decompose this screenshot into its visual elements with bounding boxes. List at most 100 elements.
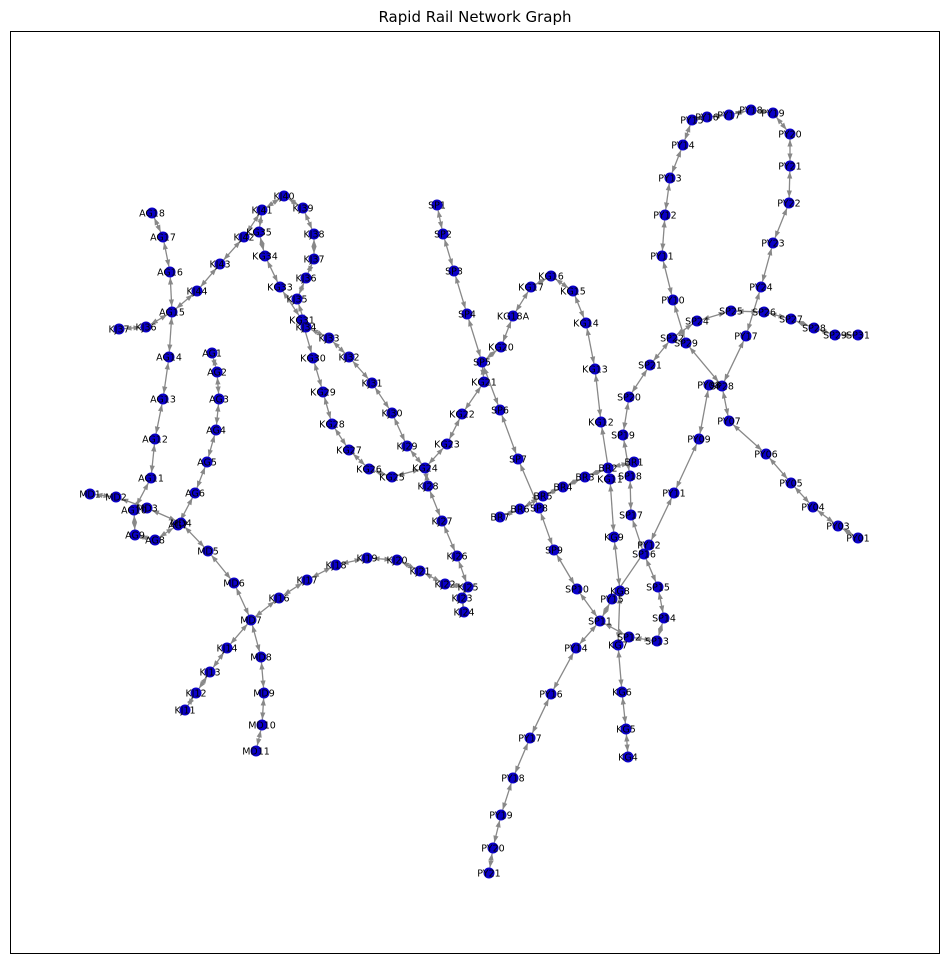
station-label-kj12: KJ12 (185, 689, 206, 700)
station-node-py20b (784, 128, 796, 140)
edge-PY9-PY8 (698, 390, 710, 434)
station-label-kj40: KJ40 (273, 192, 294, 203)
station-label-kg12: KG12 (588, 418, 614, 429)
station-node-kg11 (604, 473, 616, 485)
edge-SP15-SP16 (645, 558, 657, 583)
station-node-sp1 (431, 199, 443, 211)
edge-KJ42-KJ41 (246, 214, 260, 233)
station-label-sp14: SP14 (652, 614, 676, 625)
edge-SP19-SP20 (622, 402, 630, 430)
station-node-kg12 (595, 416, 607, 428)
edge-KJ18-KJ17 (311, 566, 332, 579)
station-label-sp5: SP5 (473, 358, 491, 369)
edge-KG23-KG22 (448, 418, 461, 440)
edge-MD7-MD8 (251, 625, 261, 652)
station-node-kg23 (441, 438, 453, 450)
station-label-kg17: KG17 (518, 283, 544, 294)
station-node-kj44 (191, 285, 203, 297)
station-node-kg35 (253, 226, 265, 238)
station-label-sp1: SP1 (428, 201, 446, 212)
station-label-ag18: AG18 (139, 209, 165, 220)
station-label-sp25: SP25 (719, 307, 743, 318)
station-label-kj37b: KJ37 (303, 255, 324, 266)
edge-MD7-KJ14 (230, 623, 248, 645)
station-node-py24 (755, 281, 767, 293)
edge-SP28B-SP30 (819, 328, 830, 335)
edge-PY21B-PY20B (787, 139, 793, 161)
station-label-py19: PY19 (489, 811, 512, 822)
edge-BR7-BR6 (504, 509, 516, 517)
station-label-br4: BR4 (553, 483, 572, 494)
edge-MD5-MD6 (210, 554, 232, 580)
station-node-kg20 (495, 341, 507, 353)
edge-KJ33-KJ32 (332, 341, 346, 354)
station-node-sp5 (476, 356, 488, 368)
edge-PY11-PY9 (675, 443, 698, 489)
station-label-sp2: SP2 (434, 230, 452, 241)
station-label-py7: PY07 (717, 417, 740, 428)
edge-KG5-KG4 (624, 734, 630, 752)
station-label-ag14: AG14 (156, 353, 182, 364)
edge-KJ27-KJ26 (443, 525, 456, 552)
edge-SP10-SP11 (579, 593, 598, 617)
edge-SP28-PY7 (721, 391, 730, 416)
station-node-sp2 (437, 228, 449, 240)
station-label-kg20: KG20 (488, 343, 514, 354)
edge-SP29-SP28 (689, 346, 719, 383)
station-node-sp19 (617, 429, 629, 441)
station-label-sp31: SP31 (846, 331, 870, 342)
edge-AG2-AG1 (211, 358, 218, 367)
edge-KG15-KG14 (574, 295, 585, 319)
station-label-py8: PY08 (697, 381, 720, 392)
station-label-kg35: KG35 (246, 228, 272, 239)
station-label-kj23: KJ23 (451, 594, 472, 605)
station-label-kj21: KJ21 (409, 567, 430, 578)
station-node-kj24 (419, 462, 431, 474)
edge-MD8-MD9 (259, 662, 266, 688)
station-node-py15 (606, 593, 618, 605)
edge-PY7-PY6 (732, 424, 763, 451)
station-node-kj27 (436, 515, 448, 527)
station-label-md5: MD5 (197, 547, 219, 558)
station-label-kj32: KJ32 (338, 353, 359, 364)
edge-KJ43-KJ42 (223, 240, 241, 261)
station-label-kj36: KJ36 (135, 323, 156, 334)
edge-AG14-AG13 (162, 362, 170, 394)
station-node-py12 (643, 539, 655, 551)
station-label-py12b: PY12 (653, 211, 676, 222)
edge-SP21-SP22 (652, 341, 670, 362)
station-node-kj34 (300, 321, 312, 333)
edge-SP17-SP18 (627, 481, 634, 510)
station-node-kj20 (391, 554, 403, 566)
station-node-sp17 (625, 509, 637, 521)
station-label-py7b: PY17 (734, 332, 757, 343)
station-label-sp6: SP6 (491, 406, 509, 417)
station-label-py21: PY21 (477, 869, 500, 880)
station-label-br5: BR5 (533, 492, 552, 503)
station-label-py16b: PY16 (695, 113, 718, 124)
edge-KG33-KG31 (282, 291, 300, 316)
station-node-sp28b (808, 322, 820, 334)
edge-KG13-KG12 (593, 374, 603, 417)
station-node-kj35 (291, 293, 303, 305)
station-label-kg21: KG21 (471, 378, 497, 389)
station-node-py11b (656, 250, 668, 262)
edge-KJ13-KJ12 (198, 676, 208, 689)
edge-PY4-PY3 (816, 509, 835, 524)
station-node-kg22 (456, 408, 468, 420)
edge-BR6-BR5 (524, 498, 539, 507)
station-node-kj12 (190, 687, 202, 699)
station-label-kj43: KJ43 (209, 260, 230, 271)
edge-PY17-PY16 (531, 698, 550, 734)
station-node-sp7 (512, 453, 524, 465)
station-node-kj26 (451, 550, 463, 562)
station-label-kj29: KJ29 (396, 442, 417, 453)
station-label-br2: BR2 (598, 464, 617, 475)
edge-KG17-KG16 (535, 278, 547, 285)
station-node-sp28 (716, 380, 728, 392)
edge-PY23-PY22 (774, 207, 788, 239)
station-node-md8 (255, 651, 267, 663)
station-label-kj41: KJ41 (251, 206, 272, 217)
station-node-kg5 (620, 723, 632, 735)
station-node-py9 (693, 433, 705, 445)
